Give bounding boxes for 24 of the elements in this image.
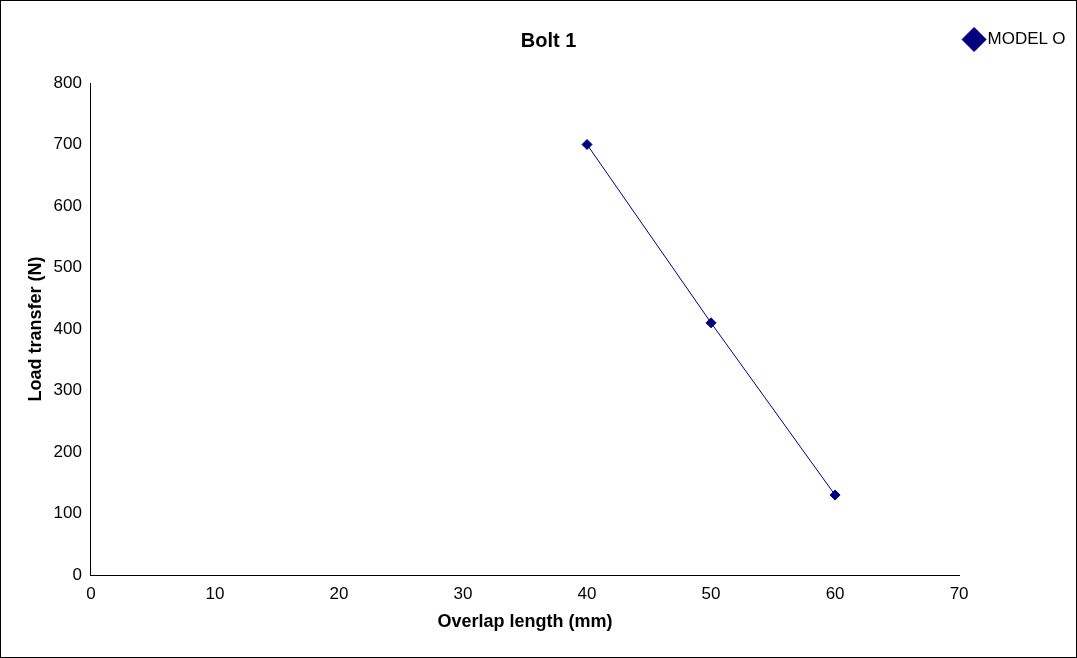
x-tick-label: 30 bbox=[453, 583, 473, 603]
y-tick-label: 100 bbox=[53, 503, 82, 523]
point bbox=[581, 139, 593, 150]
y-tick-label: 0 bbox=[72, 564, 82, 584]
x-tick-label: 50 bbox=[701, 583, 721, 603]
y-tick-label: 400 bbox=[53, 318, 82, 338]
y-tick-label: 800 bbox=[53, 72, 82, 92]
y-axis-title: Load transfer (N) bbox=[24, 256, 45, 402]
y-tick-label: 200 bbox=[53, 441, 82, 461]
point bbox=[705, 317, 717, 329]
legend-label: MODEL O bbox=[987, 29, 1066, 49]
x-tick-label: 60 bbox=[825, 583, 845, 603]
point bbox=[829, 489, 841, 501]
x-axis-title: Overlap length (mm) bbox=[437, 611, 613, 632]
chart-title: Bolt 1 bbox=[520, 28, 577, 51]
y-tick-label: 300 bbox=[53, 380, 82, 400]
x-tick-label: 40 bbox=[577, 583, 597, 603]
y-tick-label: 600 bbox=[53, 195, 82, 215]
x-tick-label: 70 bbox=[949, 583, 969, 603]
x-tick-label: 20 bbox=[329, 583, 349, 603]
y-tick-label: 500 bbox=[53, 257, 82, 277]
x-tick-label: 0 bbox=[86, 583, 96, 603]
y-tick-label: 700 bbox=[53, 134, 82, 154]
x-tick-label: 10 bbox=[205, 583, 225, 603]
